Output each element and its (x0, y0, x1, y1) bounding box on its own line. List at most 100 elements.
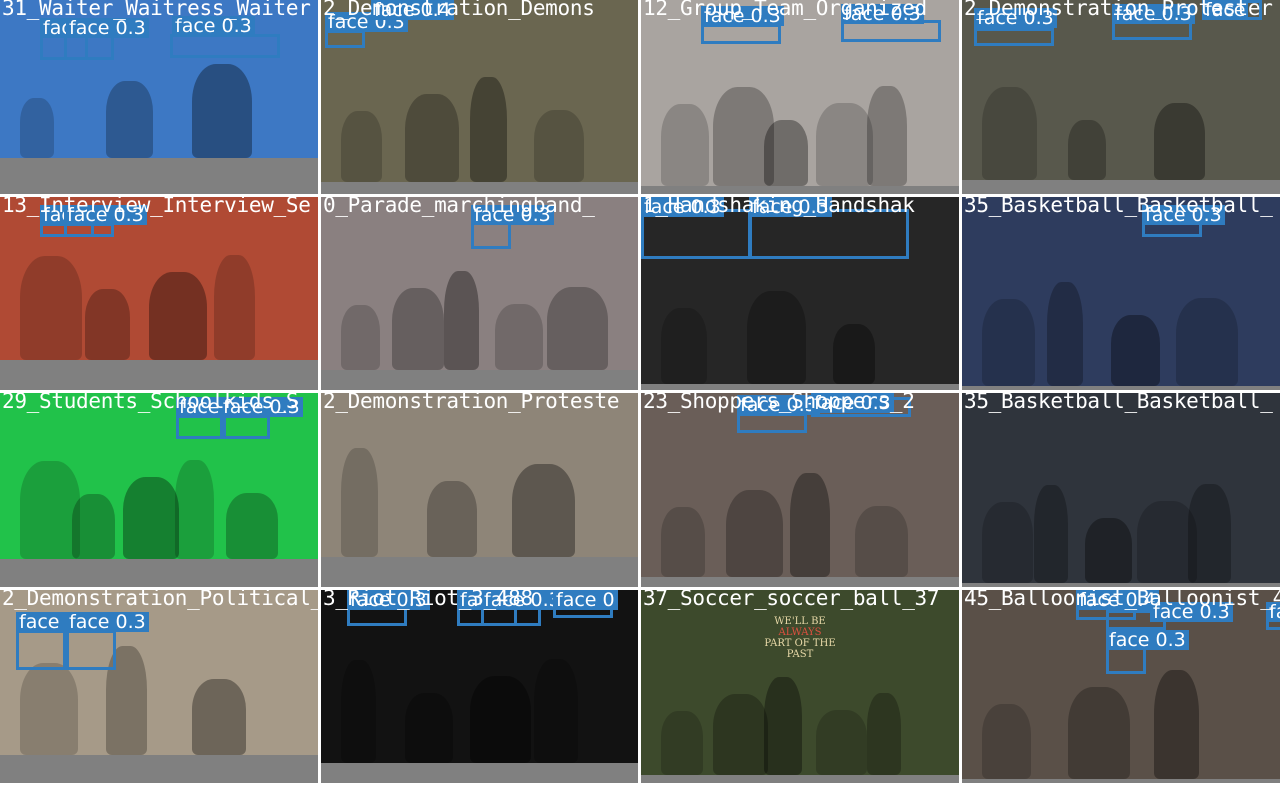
image-tile: 45_Balloonist_Balloonist_4 face 0.4 face 0… (962, 590, 1280, 783)
letterbox-padding (641, 577, 959, 587)
tile-title: 2_Demonstration_Political_ (2, 590, 318, 610)
person-silhouette (106, 646, 147, 755)
detection-label: face 0.3 (1106, 630, 1189, 650)
person-silhouette (20, 98, 54, 158)
detection-label: face (1202, 0, 1249, 20)
person-silhouette (1068, 687, 1130, 779)
person-silhouette (1085, 518, 1133, 583)
person-silhouette (84, 289, 130, 360)
image-tile: 35_Basketball_Basketball_ face 0.3 (962, 197, 1280, 390)
photo-placeholder (0, 393, 318, 587)
poster-banner-text: WE'LL BE ALWAYS PART OF THE PAST (641, 616, 959, 660)
detection-box (701, 24, 781, 44)
person-silhouette (149, 272, 207, 360)
banner-line: PAST (786, 649, 814, 660)
person-silhouette (20, 461, 80, 559)
person-silhouette (192, 64, 252, 158)
detection-label: face 0.3 (811, 393, 894, 413)
person-silhouette (341, 111, 382, 182)
detection-label: face 0.3 (1142, 205, 1225, 225)
letterbox-padding (962, 180, 1280, 194)
image-tile: 37_Soccer_soccer_ball_37 WE'LL BE ALWAYS PA… (641, 590, 959, 783)
tile-title: 37_Soccer_soccer_ball_37 (643, 590, 940, 610)
photo-placeholder (962, 0, 1280, 194)
person-silhouette (1175, 298, 1238, 386)
person-silhouette (661, 308, 707, 384)
detection-label: face 0.3 (737, 395, 820, 415)
image-tile: 0_Parade_marchingband_ face 0.3 (321, 197, 638, 390)
detection-label: face 0.3 (471, 205, 554, 225)
image-tile: 35_Basketball_Basketball_ (962, 393, 1280, 587)
detection-label: face 0.3 (64, 205, 147, 225)
letterbox-padding (0, 158, 318, 194)
person-silhouette (790, 473, 830, 577)
person-silhouette (512, 464, 576, 557)
person-silhouette (661, 711, 703, 775)
person-silhouette (712, 87, 774, 186)
photo-placeholder (962, 393, 1280, 587)
banner-line: PART OF THE (764, 638, 836, 649)
person-silhouette (71, 494, 115, 559)
tile-title: 13_Interview_Interview_Se (2, 197, 311, 217)
image-tile: 29_Students_Schoolkids_S face 0.4 face 0.3 (0, 393, 318, 587)
person-silhouette (833, 324, 875, 384)
banner-line: WE'LL BE (774, 616, 826, 627)
banner-line: ALWAYS (778, 627, 822, 638)
letterbox-padding (0, 360, 318, 390)
person-silhouette (1154, 103, 1205, 180)
person-silhouette (341, 448, 378, 557)
photo-placeholder (962, 590, 1280, 783)
letterbox-padding (0, 755, 318, 783)
tile-title: 2_Demonstration_Proteste (323, 393, 620, 413)
person-silhouette (20, 256, 82, 360)
image-tile: 1_Handshaking_Handshak face 0.3 face 0.3 (641, 197, 959, 390)
detection-label: face 0.3 (701, 6, 784, 26)
tile-title: 35_Basketball_Basketball_ (964, 393, 1273, 413)
detection-box (16, 630, 66, 670)
detection-label: face 0.3 (974, 8, 1057, 28)
tile-title: 31_Waiter_Waitress_Waiter (2, 0, 311, 20)
person-silhouette (533, 110, 584, 182)
photo-placeholder (641, 393, 959, 587)
tile-title: 1_Handshaking_Handshak (643, 197, 915, 217)
person-silhouette (341, 660, 376, 763)
person-silhouette (546, 287, 608, 370)
person-silhouette (1046, 282, 1083, 386)
person-silhouette (854, 506, 908, 577)
person-silhouette (213, 255, 255, 360)
tile-title: 0_Parade_marchingband_ (323, 197, 595, 217)
photo-placeholder (0, 197, 318, 390)
person-silhouette (443, 271, 479, 370)
detection-box (974, 28, 1054, 46)
photo-placeholder (962, 197, 1280, 390)
person-silhouette (712, 694, 768, 775)
tile-title: 23_Shoppers_Shoppers_2 (643, 393, 915, 413)
person-silhouette (815, 103, 873, 186)
photo-placeholder (321, 393, 638, 587)
detection-label: face 0.3 (1150, 602, 1233, 622)
image-tile: 2_Demonstration_Protester face 0.3 face 0.… (962, 0, 1280, 194)
person-silhouette (815, 710, 867, 775)
image-tile: 2_Demonstration_Demons face 0.3 face 0.4 (321, 0, 638, 194)
letterbox-padding (321, 370, 638, 390)
detection-label: face 0.3 (841, 4, 924, 24)
person-silhouette (1154, 670, 1199, 779)
tile-title: 45_Balloonist_Balloonist_4 (964, 590, 1280, 610)
person-silhouette (725, 490, 783, 577)
letterbox-padding (321, 763, 638, 783)
image-tile: 2_Demonstration_Political_ face 0.3 face 0… (0, 590, 318, 783)
person-silhouette (747, 291, 806, 384)
detection-label: face 0.3 (1112, 4, 1195, 24)
person-silhouette (867, 693, 902, 775)
person-silhouette (764, 120, 809, 186)
person-silhouette (405, 94, 460, 182)
letterbox-padding (641, 186, 959, 194)
detection-label: face 0.3 (220, 397, 303, 417)
person-silhouette (533, 659, 578, 763)
detection-label: face 0.3 (641, 197, 724, 217)
detection-label: face 0 (553, 590, 618, 610)
person-silhouette (226, 493, 279, 559)
photo-placeholder (641, 590, 959, 783)
